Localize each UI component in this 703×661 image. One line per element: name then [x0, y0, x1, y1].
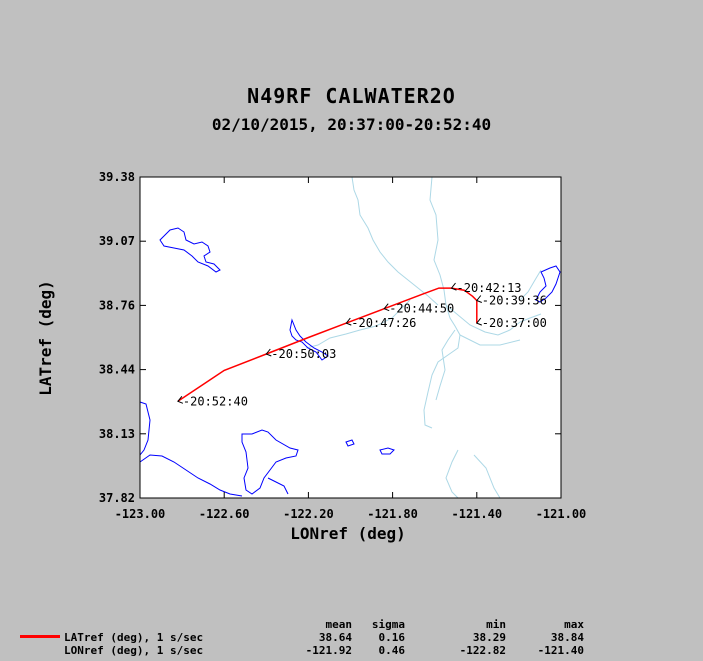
stats-max: -121.40 — [537, 644, 584, 657]
y-tick-label: 37.82 — [99, 491, 135, 505]
stats-header-max: max — [564, 618, 584, 631]
stats-sigma: 0.46 — [378, 644, 406, 657]
stats-row-label: LONref (deg), 1 s/sec — [64, 644, 204, 657]
x-tick-label: -121.00 — [536, 507, 587, 521]
x-tick-label: -122.60 — [199, 507, 250, 521]
stats-mean: -121.92 — [305, 644, 352, 657]
x-axis: -123.00 -122.60 -122.20 -121.80 -121.40 -121.… — [115, 177, 587, 521]
time-marker-arrow — [345, 317, 352, 326]
stats-min: 38.29 — [472, 631, 506, 644]
time-marker-label: -20:37:00 — [482, 316, 547, 330]
x-tick-label: -123.00 — [115, 507, 166, 521]
stats-row-lon: LONref (deg), 1 s/sec -121.92 0.46 -122.… — [0, 644, 703, 657]
time-marker-arrow — [383, 303, 390, 312]
legend-swatch-lat — [20, 635, 60, 638]
time-marker-arrow — [475, 295, 482, 303]
y-tick-label: 38.76 — [99, 298, 135, 312]
time-marker-label: -20:50:03 — [271, 347, 336, 361]
coastline — [139, 227, 561, 497]
y-tick-label: 39.07 — [99, 234, 135, 248]
x-tick-label: -121.80 — [367, 507, 418, 521]
river-lines — [305, 176, 542, 499]
x-tick-label: -122.20 — [283, 507, 334, 521]
y-tick-label: 39.38 — [99, 170, 135, 184]
flight-track-chart: -20:37:00-20:39:36-20:42:13-20:44:50-20:… — [36, 170, 587, 543]
y-tick-label: 38.13 — [99, 427, 135, 441]
time-marker-label: -20:42:13 — [457, 281, 522, 295]
x-axis-label: LONref (deg) — [290, 524, 406, 543]
x-tick-label: -121.40 — [452, 507, 503, 521]
plot-background — [140, 177, 561, 498]
y-tick-label: 38.44 — [99, 363, 135, 377]
stats-mean: 38.64 — [318, 631, 352, 644]
stats-sigma: 0.16 — [378, 631, 406, 644]
time-marker-arrow — [265, 348, 272, 357]
stats-header-row: mean sigma min max — [0, 618, 703, 631]
time-marker-arrow — [475, 317, 482, 326]
stats-header-min: min — [486, 618, 506, 631]
time-marker-arrow — [177, 395, 184, 404]
chart-title: N49RF CALWATER2O — [247, 84, 456, 108]
stats-header-mean: mean — [325, 618, 353, 631]
stats-max: 38.84 — [550, 631, 584, 644]
time-marker-label: -20:39:36 — [482, 294, 547, 308]
time-marker-label: -20:52:40 — [183, 394, 248, 408]
time-marker-label: -20:44:50 — [389, 302, 454, 316]
stats-row-label: LATref (deg), 1 s/sec — [64, 631, 204, 644]
flight-track-line — [177, 287, 478, 402]
stats-header-sigma: sigma — [371, 618, 405, 631]
y-axis: 37.82 38.13 38.44 38.76 39.07 39.38 — [99, 170, 561, 505]
time-marker-label: -20:47:26 — [351, 316, 416, 330]
plot-frame — [139, 176, 562, 499]
stats-min: -122.82 — [459, 644, 506, 657]
chart-subtitle: 02/10/2015, 20:37:00-20:52:40 — [211, 115, 492, 134]
stats-row-lat: LATref (deg), 1 s/sec 38.64 0.16 38.29 3… — [0, 631, 703, 644]
time-marker-arrow — [450, 282, 457, 291]
time-markers: -20:37:00-20:39:36-20:42:13-20:44:50-20:… — [177, 281, 547, 408]
y-axis-label: LATref (deg) — [36, 280, 55, 396]
